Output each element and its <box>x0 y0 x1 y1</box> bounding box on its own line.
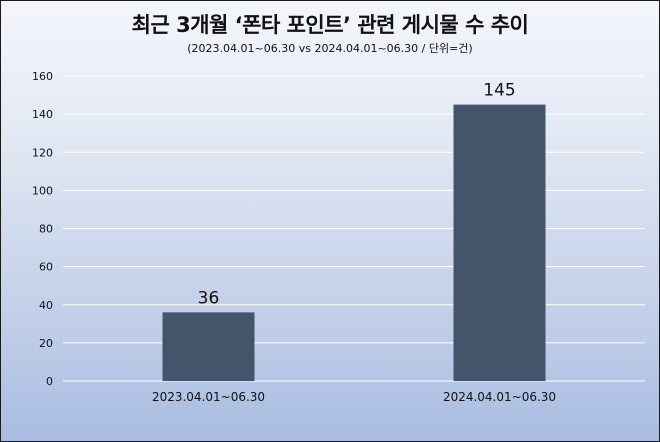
y-tick-label: 120 <box>32 146 53 159</box>
data-label: 145 <box>483 81 515 101</box>
y-tick-label: 140 <box>32 108 53 121</box>
x-category-label: 2023.04.01~06.30 <box>152 390 265 404</box>
y-tick-label: 20 <box>39 337 53 350</box>
y-tick-label: 40 <box>39 299 53 312</box>
y-tick-label: 80 <box>39 223 53 236</box>
x-category-label: 2024.04.01~06.30 <box>443 390 556 404</box>
chart-subtitle: (2023.04.01~06.30 vs 2024.04.01~06.30 / … <box>187 42 473 55</box>
bar <box>162 312 255 381</box>
y-tick-label: 160 <box>32 70 53 83</box>
y-tick-label: 0 <box>46 375 53 388</box>
y-tick-label: 100 <box>32 184 53 197</box>
chart-title: 최근 3개월 ‘폰타 포인트’ 관련 게시물 수 추이 <box>131 13 529 37</box>
bar <box>453 104 546 381</box>
y-tick-label: 60 <box>39 261 53 274</box>
data-label: 36 <box>198 288 220 308</box>
